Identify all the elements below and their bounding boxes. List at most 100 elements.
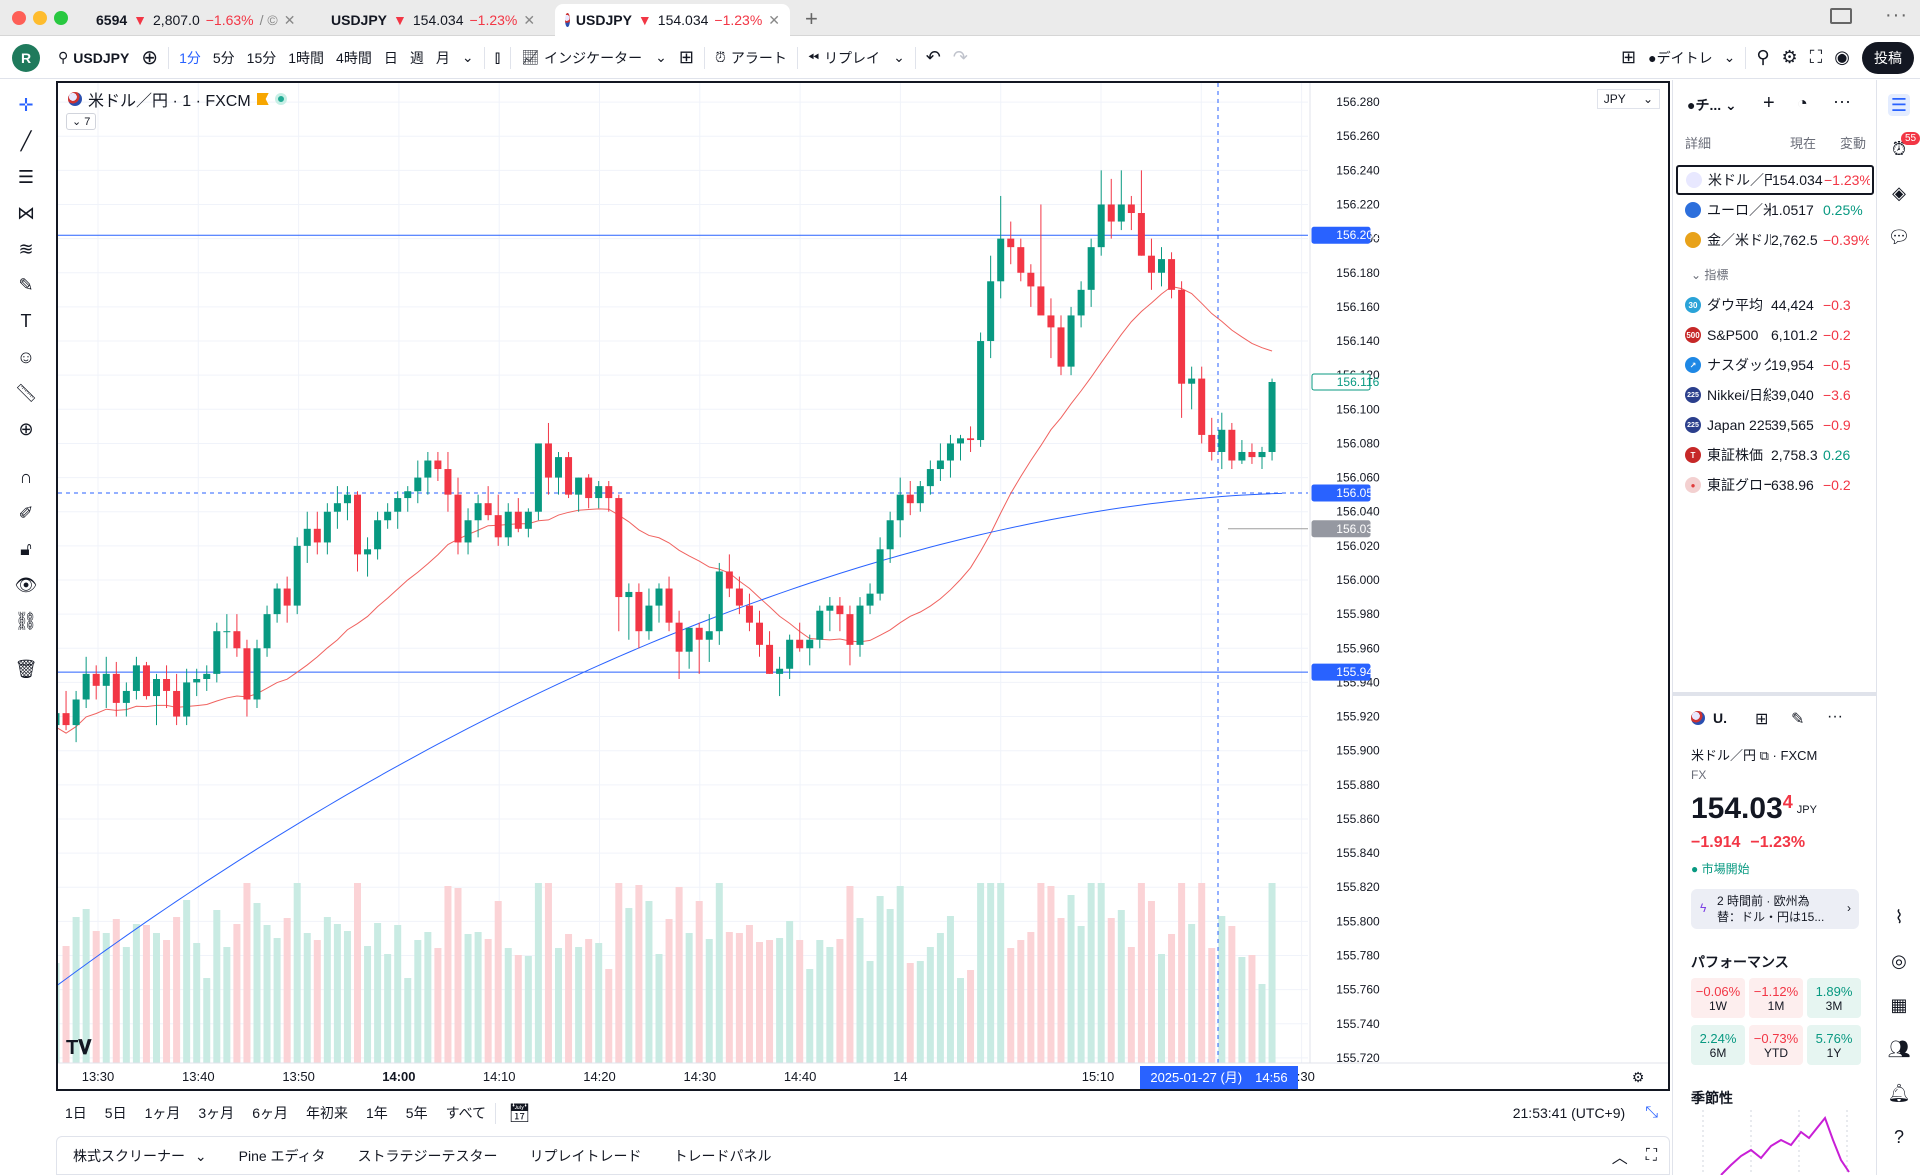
help-icon[interactable]: ? <box>1893 1126 1904 1147</box>
index-row[interactable]: ● 東証グロース 638.96 −0.2 <box>1673 470 1876 500</box>
more-menu-icon[interactable]: ··· <box>1885 4 1908 26</box>
range-ytd[interactable]: 年初来 <box>305 1105 348 1121</box>
quick-search-button[interactable]: ⚲ <box>1750 42 1775 74</box>
external-link-icon[interactable]: ⧉ <box>1759 748 1769 763</box>
watchlist-row[interactable]: 金／米ドル 2,762.5 −0.39% <box>1673 225 1876 255</box>
indicators-button[interactable]: 📈︎ インジケーター ⌄ <box>515 42 673 74</box>
tab-close-icon[interactable]: ✕ <box>523 11 536 28</box>
range-1y[interactable]: 1年 <box>365 1105 388 1121</box>
section-indices[interactable]: ⌄ 指標 <box>1691 266 1728 283</box>
chart-type-button[interactable]: ⫾ <box>489 42 507 74</box>
calendar-icon[interactable]: ▦ <box>1890 994 1908 1015</box>
minimize-window-button[interactable] <box>33 11 47 25</box>
layout-grid-button[interactable]: ⊞ <box>1615 42 1642 74</box>
replay-button[interactable]: ⏪︎ リプレイ ⌄ <box>802 42 911 74</box>
browser-tab-usdjpy-1[interactable]: USDJPY ▼ 154.034 −1.23% ✕ <box>315 4 545 36</box>
sidebar-toggle-icon[interactable] <box>1830 8 1852 24</box>
snapshot-button[interactable]: ◉ <box>1828 42 1856 74</box>
crosshair-icon[interactable]: ✛ <box>18 94 34 115</box>
zoom-in-icon[interactable]: ⊕ <box>18 418 34 439</box>
chevron-down-icon[interactable]: ⌄ <box>461 49 474 65</box>
brush-icon[interactable]: ✎ <box>18 274 34 295</box>
range-6m[interactable]: 6ヶ月 <box>252 1105 288 1121</box>
browser-tab-usdjpy-active[interactable]: USDJPY ▼ 154.034 −1.23% ✕ <box>555 4 790 36</box>
range-3m[interactable]: 3ヶ月 <box>198 1105 235 1121</box>
performance-title[interactable]: パフォーマンス <box>1691 954 1789 970</box>
col-detail[interactable]: 詳細 <box>1685 136 1712 151</box>
pencil-lock-icon[interactable]: ✐ <box>18 502 34 523</box>
more-options-icon[interactable]: ··· <box>1827 708 1843 725</box>
layout-name-button[interactable]: ●デイトレ ⌄ <box>1642 42 1741 74</box>
tab-replay-trade[interactable]: リプレイトレード <box>529 1147 642 1164</box>
interval-15m[interactable]: 15分 <box>246 49 277 66</box>
text-icon[interactable]: T <box>20 310 32 331</box>
pattern-icon[interactable]: ⋈ <box>17 202 35 223</box>
tab-trade-panel[interactable]: トレードパネル <box>673 1147 772 1164</box>
index-row[interactable]: 500 S&P500 6,101.2 −0.2 <box>1673 320 1876 350</box>
more-options-icon[interactable]: ··· <box>1833 91 1851 111</box>
range-5d[interactable]: 5日 <box>104 1105 127 1121</box>
index-row[interactable]: 225 Nikkei/日経 39,040 −3.6 <box>1673 380 1876 410</box>
lock-icon[interactable]: 🔓︎ <box>20 538 32 559</box>
tab-close-icon[interactable]: ✕ <box>283 11 296 28</box>
col-price[interactable]: 現在 <box>1790 136 1817 151</box>
compare-symbol-button[interactable]: ⊕ <box>135 42 164 74</box>
alert-button[interactable]: ⏰︎ アラート <box>709 42 793 74</box>
range-5y[interactable]: 5年 <box>405 1105 428 1121</box>
collapse-panel-icon[interactable]: ︿ <box>1611 1149 1628 1167</box>
index-row[interactable]: T 東証株価 2,758.3 0.26 <box>1673 440 1876 470</box>
layers-icon[interactable]: ◈ <box>1892 182 1906 203</box>
settings-button[interactable]: ⚙ <box>1776 42 1804 74</box>
magnet-icon[interactable]: ∩ <box>19 466 33 487</box>
watchlist-icon[interactable]: ☰ <box>1888 94 1910 116</box>
redo-button[interactable]: ↷ <box>947 42 974 74</box>
calendar-icon[interactable]: 📅︎ <box>495 1102 540 1124</box>
watchlist-row[interactable]: ユーロ／米ドル 1.0517 0.25% <box>1673 195 1876 225</box>
detail-symbol[interactable]: U. <box>1713 710 1727 726</box>
panel-resize-handle[interactable] <box>1673 692 1876 696</box>
maximize-panel-icon[interactable]: ⛶ <box>1645 1146 1657 1164</box>
tradingview-logo[interactable]: T𝐕 <box>66 1037 92 1059</box>
tab-screener[interactable]: 株式スクリーナー ⌄ <box>57 1146 223 1166</box>
fullscreen-button[interactable]: ⛶ <box>1804 42 1829 74</box>
tab-pine-editor[interactable]: Pine エディタ <box>238 1147 326 1164</box>
grid-icon[interactable]: ⊞ <box>1755 711 1769 728</box>
tab-strategy-tester[interactable]: ストラテジーテスター <box>357 1147 498 1164</box>
chat-icon[interactable]: 💬︎ <box>1887 226 1911 247</box>
maximize-window-button[interactable] <box>54 11 68 25</box>
close-window-button[interactable] <box>12 11 26 25</box>
autoscale-icon[interactable]: ⤡ <box>1645 1104 1658 1121</box>
watchlist-row[interactable]: 米ドル／円 154.034 −1.23% <box>1676 165 1874 195</box>
detail-name[interactable]: 米ドル／円 <box>1691 748 1757 763</box>
trash-icon[interactable]: 🗑︎ <box>14 658 38 679</box>
news-card[interactable]: ϟ 2 時間前 · 欧州為 替：ドル・円は15... › <box>1691 889 1859 929</box>
new-tab-button[interactable]: + <box>805 6 818 31</box>
timezone-clock[interactable]: 21:53:41 (UTC+9) <box>1512 1105 1626 1121</box>
interval-day[interactable]: 日 <box>383 49 398 66</box>
templates-button[interactable]: ⊞ <box>673 42 700 74</box>
eye-icon[interactable]: 👁︎ <box>14 574 38 595</box>
col-change[interactable]: 変動 <box>1840 136 1867 151</box>
index-row[interactable]: 30 ダウ平均 44,424 −0.3 <box>1673 290 1876 320</box>
range-1d[interactable]: 1日 <box>65 1105 87 1121</box>
interval-5m[interactable]: 5分 <box>212 49 235 66</box>
currency-selector[interactable]: JPY ⌄ <box>1596 89 1660 109</box>
tab-close-icon[interactable]: ✕ <box>768 11 780 28</box>
index-row[interactable]: ↗ ナスダック 19,954 −0.5 <box>1673 350 1876 380</box>
interval-week[interactable]: 週 <box>409 49 424 66</box>
target-icon[interactable]: ◎ <box>1891 950 1907 971</box>
horizontal-lines-icon[interactable]: ☰ <box>17 166 35 187</box>
add-symbol-icon[interactable]: + <box>1763 92 1775 114</box>
community-icon[interactable]: 👥︎ <box>1887 1038 1911 1059</box>
interval-1m[interactable]: 1分 <box>179 49 201 66</box>
browser-tab-6594[interactable]: 6594 ▼ 2,807.0 −1.63% / © ✕ <box>80 4 305 36</box>
bell-icon[interactable]: 🔔︎ <box>1887 1082 1911 1103</box>
indicator-templates-icon[interactable]: ⌇ <box>1894 906 1904 927</box>
seasonality-title[interactable]: 季節性 <box>1691 1090 1733 1106</box>
edit-icon[interactable]: ✎ <box>1791 711 1805 728</box>
ruler-icon[interactable]: 📏︎ <box>14 382 38 403</box>
user-avatar[interactable]: R <box>12 43 40 72</box>
emoji-icon[interactable]: ☺ <box>16 346 36 367</box>
undo-button[interactable]: ↶ <box>920 42 947 74</box>
index-row[interactable]: 225 Japan 225 39,565 −0.9 <box>1673 410 1876 440</box>
